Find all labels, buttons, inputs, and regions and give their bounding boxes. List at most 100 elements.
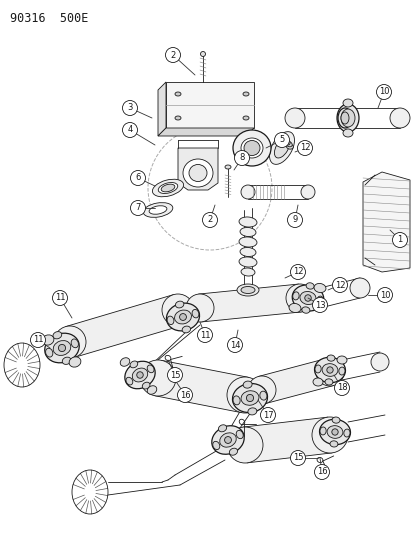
Polygon shape [158,128,254,136]
Ellipse shape [167,316,173,325]
Ellipse shape [331,417,339,423]
Ellipse shape [247,408,256,415]
Circle shape [297,141,312,156]
Ellipse shape [285,284,313,312]
Ellipse shape [125,361,155,389]
Text: 16: 16 [179,391,190,400]
Ellipse shape [224,165,230,169]
Ellipse shape [284,108,304,128]
Ellipse shape [45,348,53,357]
Text: 16: 16 [316,467,327,477]
Circle shape [122,123,137,138]
Ellipse shape [174,310,191,324]
Text: 15: 15 [169,370,180,379]
Ellipse shape [158,182,177,193]
Ellipse shape [336,104,358,132]
Ellipse shape [319,419,350,445]
Ellipse shape [232,383,267,413]
Text: 18: 18 [336,384,347,392]
Ellipse shape [69,357,81,367]
Polygon shape [362,172,409,272]
Ellipse shape [243,141,259,156]
Circle shape [260,408,275,423]
Ellipse shape [175,116,180,120]
Ellipse shape [240,287,254,294]
Ellipse shape [274,138,289,158]
Ellipse shape [218,425,226,432]
Ellipse shape [321,364,337,376]
Ellipse shape [152,179,183,197]
Circle shape [202,213,217,228]
Text: 90316  500E: 90316 500E [10,12,88,25]
Circle shape [334,381,349,395]
Ellipse shape [58,344,65,352]
Ellipse shape [313,284,325,293]
Circle shape [290,264,305,279]
Ellipse shape [136,372,143,378]
Text: 3: 3 [127,103,133,112]
Ellipse shape [349,278,369,298]
Text: 10: 10 [378,87,388,96]
Ellipse shape [140,360,176,396]
Ellipse shape [147,386,157,394]
Ellipse shape [370,353,388,371]
Ellipse shape [142,382,150,389]
Ellipse shape [240,268,254,276]
Ellipse shape [314,357,344,383]
Ellipse shape [389,108,409,128]
Polygon shape [158,82,166,136]
Text: 12: 12 [292,268,302,277]
Ellipse shape [240,391,258,405]
Ellipse shape [182,326,190,333]
Circle shape [392,232,406,247]
Circle shape [290,450,305,465]
Ellipse shape [286,144,293,149]
Text: 11: 11 [199,330,210,340]
Ellipse shape [314,365,320,373]
Text: 10: 10 [379,290,389,300]
Ellipse shape [326,355,334,361]
Text: 13: 13 [314,301,325,310]
Ellipse shape [238,257,256,267]
Ellipse shape [189,165,206,182]
Text: 5: 5 [279,135,284,144]
Ellipse shape [312,378,322,386]
Ellipse shape [179,313,186,320]
Circle shape [377,287,392,303]
Text: 6: 6 [135,174,140,182]
Ellipse shape [233,396,240,405]
Ellipse shape [269,132,294,164]
Ellipse shape [304,295,311,301]
Ellipse shape [300,185,314,199]
Ellipse shape [126,377,133,385]
Circle shape [122,101,137,116]
Ellipse shape [42,335,54,345]
Ellipse shape [246,394,253,401]
Text: 14: 14 [229,341,240,350]
Ellipse shape [342,129,352,137]
Ellipse shape [240,138,262,158]
Ellipse shape [233,130,271,166]
Ellipse shape [143,203,172,217]
Text: 15: 15 [292,454,302,463]
Ellipse shape [226,377,262,413]
Text: 2: 2 [207,215,212,224]
Polygon shape [258,359,333,403]
Ellipse shape [305,283,313,289]
Ellipse shape [149,206,166,214]
Text: 11: 11 [55,294,65,303]
Ellipse shape [331,429,337,435]
Ellipse shape [226,427,262,463]
Ellipse shape [342,99,352,107]
Polygon shape [242,417,331,463]
Circle shape [167,367,182,383]
Polygon shape [166,82,254,128]
Circle shape [312,297,327,312]
Polygon shape [198,284,301,322]
Ellipse shape [242,92,248,96]
Ellipse shape [247,376,275,404]
Ellipse shape [53,341,71,356]
Circle shape [130,171,145,185]
Ellipse shape [259,391,266,400]
Ellipse shape [236,431,242,439]
